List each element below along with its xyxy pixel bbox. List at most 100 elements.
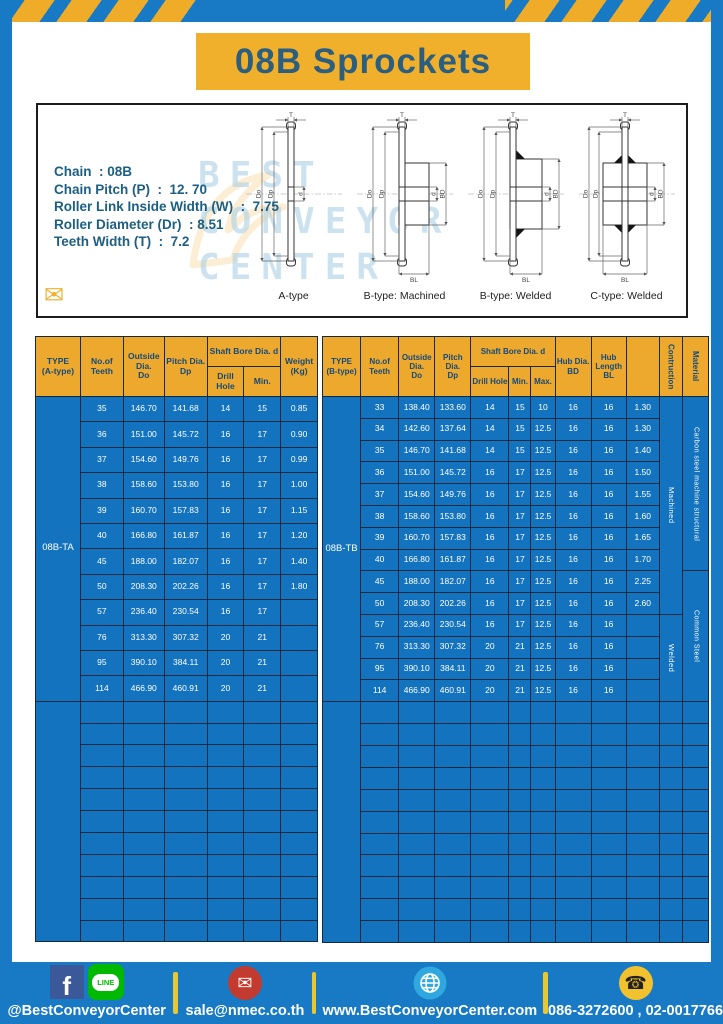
- table-cell: 16: [206, 421, 245, 448]
- table-cell: [206, 810, 245, 834]
- table-cell: [434, 854, 472, 878]
- empty-row: [323, 744, 710, 768]
- table-cell: 1.30: [625, 417, 660, 441]
- svg-text:T: T: [289, 112, 293, 119]
- table-cell: 16: [554, 613, 592, 637]
- table-cell: [590, 788, 627, 812]
- table-cell: [280, 766, 318, 790]
- table-row: 39 160.70 157.83 16 17 12.5 16 16 1.65: [323, 526, 709, 550]
- table-cell: 114: [360, 679, 400, 703]
- table-cell: [530, 876, 556, 900]
- empty-row: [323, 766, 710, 790]
- table-cell: 133.60: [434, 396, 472, 419]
- table-cell: 36: [79, 421, 124, 448]
- table-cell: [163, 853, 208, 877]
- table-cell: [590, 876, 627, 900]
- table-cell: 158.60: [398, 504, 436, 528]
- table-cell: [243, 875, 282, 899]
- table-row: 76 313.30 307.32 20 21: [36, 624, 318, 651]
- empty-row: [36, 766, 318, 790]
- table-cell: [243, 832, 282, 855]
- table-cell: [434, 920, 472, 943]
- watermark-mail-icon: ✉: [44, 282, 65, 309]
- table-row: 36 151.00 145.72 16 17 0.90: [36, 421, 318, 448]
- table-cell: [243, 853, 282, 877]
- table-cell: 1.50: [625, 461, 660, 485]
- table-cell: [625, 876, 660, 900]
- table-cell: 138.40: [398, 396, 436, 419]
- table-cell: [681, 723, 710, 746]
- table-cell: [79, 744, 124, 768]
- table-cell: [122, 700, 165, 724]
- empty-row: [323, 898, 710, 922]
- table-cell: 188.00: [398, 570, 436, 594]
- spec-line-roller: Roller Diameter (Dr) : 8.51: [54, 216, 224, 232]
- table-cell: 16: [470, 504, 510, 528]
- table-cell: 0.99: [280, 446, 318, 474]
- table-cell: 16: [554, 461, 592, 485]
- table-cell: [625, 723, 660, 746]
- table-cell: 16: [554, 417, 592, 441]
- table-cell: [590, 854, 627, 878]
- table-cell: 307.32: [163, 624, 208, 651]
- table-cell: 12.5: [530, 635, 556, 659]
- table-cell: 16: [470, 592, 510, 615]
- table-cell: [434, 723, 472, 746]
- table-cell: [554, 810, 592, 834]
- table-cell: [625, 657, 660, 681]
- table-cell: 17: [508, 592, 532, 615]
- table-cell: 157.83: [163, 497, 208, 524]
- table-row: 36 151.00 145.72 16 17 12.5 16 16 1.50: [323, 461, 709, 485]
- left-frame-border: [0, 0, 12, 1024]
- table-cell: [398, 723, 436, 746]
- table-cell: [163, 744, 208, 768]
- table-cell: 17: [243, 421, 282, 448]
- table-cell: [470, 766, 510, 790]
- table-cell: [280, 853, 318, 877]
- diagram-label: C-type: Welded: [590, 290, 663, 302]
- table-cell: 16: [554, 396, 592, 419]
- table-cell: [163, 788, 208, 812]
- table-cell: 182.07: [163, 548, 208, 575]
- empty-row: [323, 876, 710, 900]
- table-cell: [122, 744, 165, 768]
- table-cell: [590, 810, 627, 834]
- table-cell: [681, 832, 710, 856]
- table-cell: 1.00: [280, 472, 318, 499]
- column-header: Contruction: [658, 336, 683, 397]
- table-cell: [280, 649, 318, 677]
- watermark-logo: [189, 171, 287, 269]
- footer-phone-section: ☎ 086-3272600 , 02-0017766: [548, 962, 723, 1024]
- table-row: 08B-TA 35 146.70 141.68 14 15 0.85: [35, 395, 318, 702]
- table-cell: 16: [206, 472, 245, 499]
- table-cell: [122, 853, 165, 877]
- table-cell: [470, 744, 510, 768]
- svg-text:Do: Do: [255, 189, 262, 198]
- svg-text:d: d: [543, 192, 550, 196]
- table-cell: [360, 920, 400, 943]
- table-cell: [206, 722, 245, 746]
- table-cell: 158.60: [122, 472, 165, 499]
- table-cell: 57: [79, 599, 124, 626]
- table-cell: [530, 920, 556, 943]
- svg-text:Dp: Dp: [378, 189, 385, 198]
- table-cell: 17: [243, 522, 282, 550]
- table-cell: 16: [554, 657, 592, 681]
- table-cell: 16: [590, 548, 627, 572]
- table-cell: [122, 810, 165, 834]
- table-cell: [434, 832, 472, 856]
- table-cell: 37: [360, 483, 400, 506]
- table-row: 57 236.40 230.54 16 17 12.5 16 16 Welded: [323, 613, 709, 703]
- table-cell: 16: [590, 679, 627, 703]
- column-header: Outside Dia. Do: [398, 336, 436, 397]
- empty-row: [36, 875, 318, 899]
- table-cell: 466.90: [122, 675, 165, 702]
- table-cell: [206, 788, 245, 812]
- table-cell: [398, 701, 436, 725]
- table-cell: [243, 722, 282, 746]
- column-header: Material: [681, 336, 710, 397]
- table-row: 35 146.70 141.68 14 15 12.5 16 16 1.40: [323, 439, 709, 463]
- table-cell: 76: [79, 624, 124, 651]
- table-row: 08B-TB 33 138.40 133.60 14 15 10 16 16 1.30 Machin…: [321, 395, 710, 703]
- table-cell: [206, 766, 245, 790]
